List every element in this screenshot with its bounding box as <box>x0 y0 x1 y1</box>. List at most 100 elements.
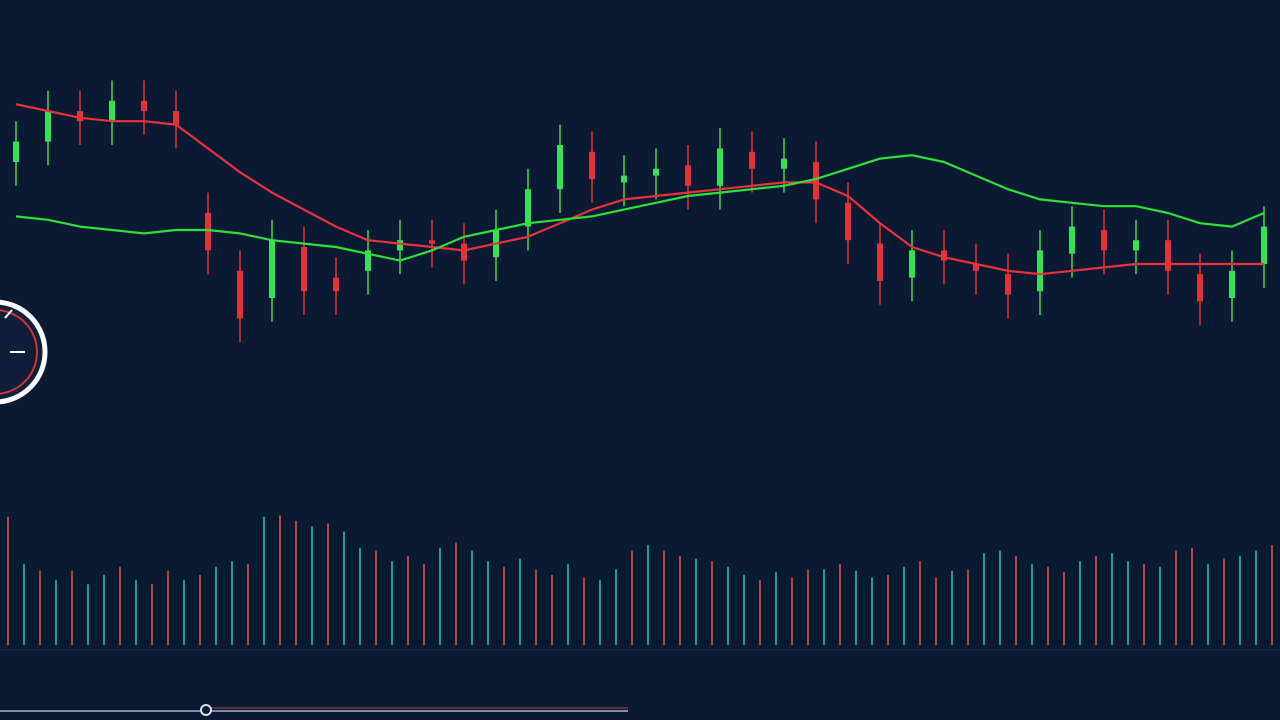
candle-body <box>941 250 947 261</box>
volume-bar <box>119 566 121 645</box>
volume-bar <box>1031 564 1033 645</box>
candle-body <box>685 165 691 186</box>
volume-bar <box>311 526 313 645</box>
volume-bar <box>999 550 1001 645</box>
candle-body <box>1197 274 1203 302</box>
scroll-handle[interactable] <box>200 704 212 716</box>
volume-bar <box>663 550 665 645</box>
volume-bar <box>55 580 57 645</box>
candle-body <box>301 247 307 292</box>
moving-average-line <box>15 103 1264 276</box>
candle-body <box>397 240 403 251</box>
volume-bar <box>103 574 105 645</box>
volume-bar <box>1127 561 1129 645</box>
candle-body <box>1229 270 1235 298</box>
candle-body <box>973 264 979 271</box>
candle-body <box>813 162 819 200</box>
candle-body <box>461 243 467 261</box>
volume-bar <box>439 547 441 645</box>
volume-bar <box>423 564 425 645</box>
volume-bar <box>151 584 153 645</box>
volume-bar <box>279 515 281 645</box>
candle-body <box>1037 250 1043 292</box>
volume-bar <box>695 558 697 645</box>
volume-bar <box>599 580 601 645</box>
volume-bar <box>871 577 873 645</box>
moving-average-line <box>15 154 1265 262</box>
volume-bar <box>375 550 377 645</box>
volume-bar <box>503 566 505 645</box>
volume-bar <box>823 569 825 645</box>
volume-bar <box>215 566 217 645</box>
candles <box>13 80 1267 343</box>
volume-bar <box>1223 558 1225 645</box>
candle-body <box>109 100 115 122</box>
candle-body <box>1069 226 1075 254</box>
gauge-tick <box>4 309 13 319</box>
volume-bar <box>935 577 937 645</box>
scrollbar[interactable] <box>0 704 628 716</box>
volume-bar <box>1239 555 1241 645</box>
volume-bar <box>487 561 489 645</box>
candle-body <box>1005 274 1011 295</box>
candle-body <box>653 168 659 176</box>
volume-bar <box>295 520 297 645</box>
volume-bar <box>807 569 809 645</box>
candle-body <box>1261 226 1267 264</box>
volume-bar <box>855 570 857 645</box>
volume-bar <box>135 580 137 645</box>
volume-bar <box>535 569 537 645</box>
volume-bar <box>919 561 921 645</box>
volume-bar <box>23 564 25 645</box>
volume-bar <box>775 572 777 645</box>
volume-bar <box>1207 564 1209 645</box>
volume-bar <box>567 564 569 645</box>
candle-body <box>237 270 243 319</box>
volume-bars <box>7 515 1273 645</box>
volume-bar <box>7 516 9 645</box>
volume-bar <box>1159 566 1161 645</box>
candle-body <box>365 250 371 271</box>
candle-body <box>1165 240 1171 271</box>
candle-body <box>525 189 531 227</box>
candle-body <box>557 145 563 190</box>
candle-body <box>333 277 339 292</box>
volume-bar <box>1175 550 1177 645</box>
candle-body <box>45 111 51 142</box>
volume-bar <box>711 561 713 645</box>
volume-bar <box>1143 564 1145 645</box>
volume-bar <box>1191 547 1193 645</box>
volume-bar <box>231 561 233 645</box>
candle-body <box>589 151 595 179</box>
candle-body <box>429 240 435 244</box>
volume-bar <box>551 574 553 645</box>
volume-bar <box>1095 555 1097 645</box>
candle-body <box>13 141 19 162</box>
volume-bar <box>583 577 585 645</box>
volume-bar <box>1255 550 1257 645</box>
volume-bar <box>743 574 745 645</box>
volume-bar <box>471 550 473 645</box>
volume-bar <box>1015 555 1017 645</box>
candle-body <box>909 250 915 278</box>
candle-body <box>621 175 627 183</box>
candle-body <box>269 240 275 298</box>
volume-bar <box>247 564 249 645</box>
volume-bar <box>39 570 41 645</box>
volume-bar <box>647 545 649 645</box>
volume-bar <box>455 542 457 645</box>
volume-bar <box>1079 561 1081 645</box>
candle-body <box>173 111 179 125</box>
volume-bar <box>359 547 361 645</box>
volume-bar <box>327 523 329 645</box>
volume-bar <box>1063 572 1065 645</box>
candle-body <box>845 202 851 241</box>
volume-bar <box>343 531 345 645</box>
volume-bar <box>615 569 617 645</box>
candle-body <box>877 243 883 281</box>
candle-body <box>1133 240 1139 251</box>
volume-bar <box>1111 553 1113 645</box>
